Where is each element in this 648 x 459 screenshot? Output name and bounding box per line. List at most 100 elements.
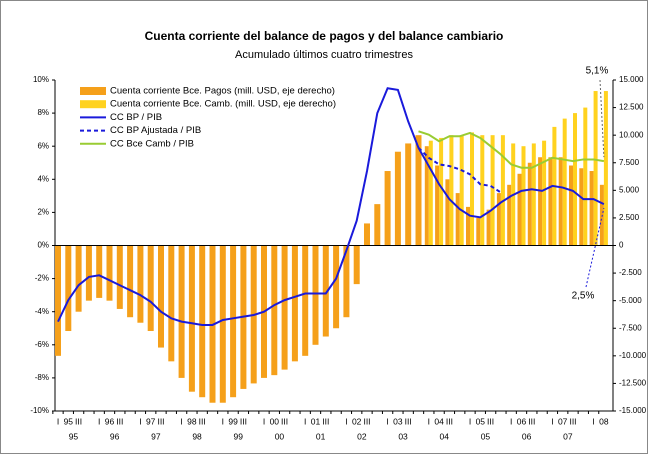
bar — [480, 135, 485, 246]
x-tick-label: I — [139, 416, 141, 426]
annotation-arrow — [599, 79, 605, 158]
bar — [188, 245, 195, 392]
x-tick-label: III — [240, 416, 247, 426]
legend-label: CC BP / PIB — [110, 112, 162, 123]
bar — [405, 143, 412, 246]
bar — [394, 151, 401, 246]
bar — [490, 135, 495, 246]
y2-tick-label: 7.500 — [619, 158, 640, 167]
x-tick-label: III — [487, 416, 494, 426]
bar — [573, 113, 577, 246]
bar — [589, 171, 594, 246]
y-tick-label: -8% — [35, 373, 49, 382]
year-label: 02 — [357, 431, 367, 441]
y-tick-label: 8% — [37, 108, 49, 117]
y2-tick-label: -15.000 — [619, 406, 647, 415]
bar — [364, 223, 370, 246]
x-tick-label: 04 — [434, 416, 444, 426]
y2-tick-label: -5.000 — [619, 296, 642, 305]
x-tick-label: III — [363, 416, 370, 426]
annotation: 5,1% — [586, 66, 609, 77]
bar — [435, 165, 440, 246]
bar — [199, 245, 206, 398]
bar — [75, 245, 82, 312]
x-tick-label: I — [592, 416, 594, 426]
y2-tick-label: -2.500 — [619, 268, 642, 277]
bar — [271, 245, 278, 376]
year-label: 96 — [110, 431, 120, 441]
x-tick-label: 01 — [311, 416, 321, 426]
annotation: 2,5% — [572, 291, 595, 302]
y-tick-label: -10% — [30, 406, 49, 415]
y2-tick-label: 0 — [619, 241, 624, 250]
year-label: 00 — [275, 431, 285, 441]
bar — [55, 245, 61, 356]
year-label: 97 — [151, 431, 161, 441]
bar — [476, 217, 481, 246]
bar — [466, 206, 470, 246]
y2-tick-label: 2.500 — [619, 213, 640, 222]
x-tick-label: I — [304, 416, 306, 426]
year-label: 98 — [192, 431, 202, 441]
bar — [459, 135, 464, 246]
bar — [353, 245, 360, 285]
legend-label: Cuenta corriente Bce. Pagos (mill. USD, … — [110, 86, 335, 97]
x-tick-label: 98 — [187, 416, 197, 426]
x-tick-label: I — [345, 416, 347, 426]
x-tick-label: I — [263, 416, 265, 426]
x-tick-label: 97 — [146, 416, 156, 426]
bar — [538, 157, 543, 246]
bar — [291, 245, 298, 362]
bar — [302, 245, 309, 356]
chart-subtitle: Acumulado últimos cuatro trimestres — [235, 49, 413, 61]
bar — [96, 245, 103, 298]
y-tick-label: 10% — [33, 75, 49, 84]
bar — [65, 245, 72, 332]
x-tick-label: III — [116, 416, 123, 426]
x-tick-label: 03 — [393, 416, 403, 426]
bar — [230, 245, 237, 398]
bar — [158, 245, 164, 348]
x-tick-label: III — [322, 416, 329, 426]
bar — [384, 171, 391, 246]
x-tick-label: III — [281, 416, 288, 426]
year-label: 06 — [522, 431, 532, 441]
year-label: 03 — [398, 431, 408, 441]
bar — [486, 209, 491, 246]
x-tick-label: III — [528, 416, 535, 426]
x-tick-label: 08 — [599, 416, 609, 426]
bar — [445, 179, 450, 246]
chart-title: Cuenta corriente del balance de pagos y … — [145, 29, 504, 43]
year-label: 99 — [234, 431, 244, 441]
bar — [507, 184, 512, 246]
bar — [85, 245, 92, 301]
x-tick-label: 00 — [270, 416, 280, 426]
legend-swatch — [80, 87, 106, 95]
x-tick-label: I — [428, 416, 430, 426]
bar — [562, 118, 567, 246]
bar — [500, 135, 505, 246]
x-tick-label: I — [222, 416, 224, 426]
bar — [527, 162, 532, 246]
year-label: 01 — [316, 431, 326, 441]
x-tick-label: III — [157, 416, 164, 426]
bar — [583, 107, 588, 246]
y-tick-label: -6% — [35, 340, 49, 349]
x-tick-label: I — [98, 416, 100, 426]
y2-tick-label: 12.500 — [619, 103, 644, 112]
bar — [168, 245, 175, 362]
y-tick-label: 0% — [37, 241, 49, 250]
bar — [137, 245, 144, 323]
year-label: 07 — [563, 431, 573, 441]
y2-tick-label: -7.500 — [619, 323, 642, 332]
x-tick-label: 99 — [228, 416, 238, 426]
y-tick-label: 6% — [37, 141, 49, 150]
x-tick-label: III — [405, 416, 412, 426]
bar — [333, 245, 340, 329]
x-tick-label: I — [469, 416, 471, 426]
year-label: 04 — [440, 431, 450, 441]
bar — [281, 245, 288, 370]
bar — [322, 245, 329, 337]
legend-label: CC BP Ajustada / PIB — [110, 125, 201, 136]
